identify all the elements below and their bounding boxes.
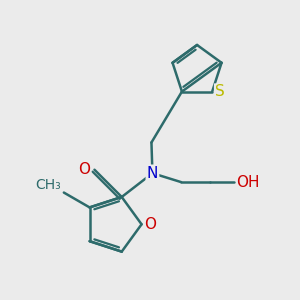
Text: O: O [79,162,91,177]
Text: OH: OH [236,175,259,190]
Text: CH₃: CH₃ [36,178,61,192]
Text: S: S [215,84,224,99]
Text: N: N [147,166,158,181]
Text: O: O [144,217,156,232]
